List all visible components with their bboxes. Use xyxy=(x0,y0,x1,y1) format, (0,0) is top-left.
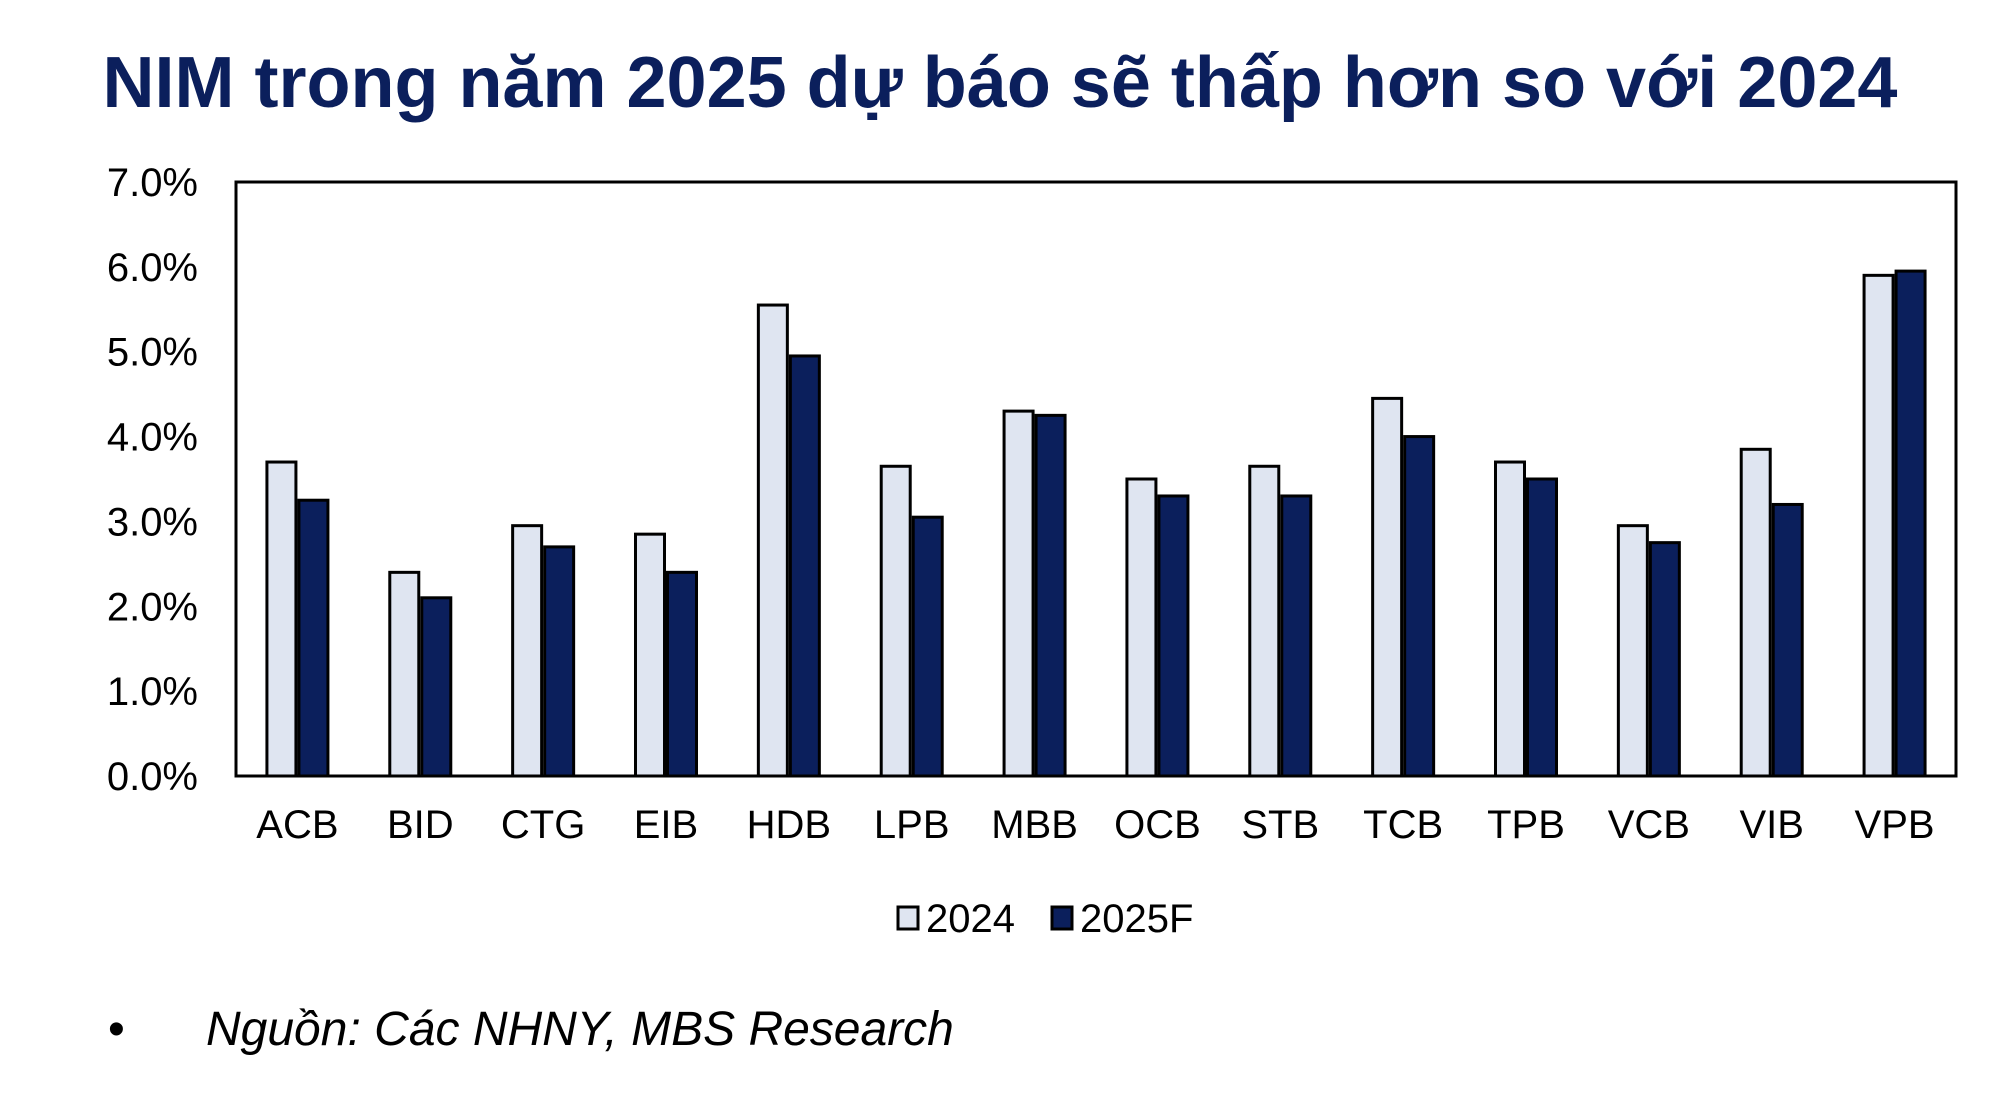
bar-bid-2025f xyxy=(420,596,453,778)
bar-vpb-2024 xyxy=(1862,273,1895,778)
y-tick-label: 4.0% xyxy=(107,416,198,460)
bars xyxy=(236,269,1956,778)
y-tick-label: 7.0% xyxy=(107,161,198,205)
legend: 2024 2025F xyxy=(896,897,1193,941)
bar-lpb-2024 xyxy=(879,464,912,778)
x-tick-label: BID xyxy=(387,803,454,847)
legend-label-2025f: 2025F xyxy=(1080,897,1193,941)
bar-chart: 0.0% 1.0% 2.0% 3.0% 4.0% 5.0% 6.0% 7.0% ACB BID C… xyxy=(107,161,1958,941)
x-tick-label: TCB xyxy=(1363,803,1443,847)
bar-eib-2025f xyxy=(666,570,698,778)
chart-title: NIM trong năm 2025 dự báo sẽ thấp hơn so… xyxy=(102,43,1898,123)
bar-ocb-2025f xyxy=(1157,494,1190,778)
bar-stb-2025f xyxy=(1280,494,1313,778)
source-text: Nguồn: Các NHNY, MBS Research xyxy=(206,1003,954,1056)
x-tick-label: TPB xyxy=(1487,803,1565,847)
x-tick-label: LPB xyxy=(874,803,950,847)
x-tick-label: ACB xyxy=(256,803,338,847)
bar-tpb-2024 xyxy=(1494,460,1526,778)
source-note: • Nguồn: Các NHNY, MBS Research xyxy=(108,1000,954,1060)
bar-mbb-2025f xyxy=(1034,413,1067,778)
bar-vcb-2025f xyxy=(1648,541,1681,778)
y-tick-label: 2.0% xyxy=(107,585,198,629)
y-tick-label: 6.0% xyxy=(107,246,198,290)
legend-swatch-2025f xyxy=(1050,905,1074,931)
x-tick-label: MBB xyxy=(991,803,1078,847)
bar-lpb-2025f xyxy=(911,515,944,778)
x-tick-label: VIB xyxy=(1739,803,1803,847)
bar-ctg-2024 xyxy=(511,524,544,778)
x-tick-label: VPB xyxy=(1855,803,1935,847)
bar-tpb-2025f xyxy=(1526,477,1558,778)
x-tick-label: OCB xyxy=(1114,803,1201,847)
bar-bid-2024 xyxy=(388,570,421,778)
bar-acb-2025f xyxy=(297,498,330,778)
y-tick-label: 3.0% xyxy=(107,500,198,544)
bar-vib-2024 xyxy=(1739,447,1772,778)
bar-hdb-2025f xyxy=(788,354,821,778)
y-tick-label: 1.0% xyxy=(107,670,198,714)
bar-eib-2024 xyxy=(634,532,666,778)
bar-mbb-2024 xyxy=(1002,409,1035,778)
y-tick-label: 0.0% xyxy=(107,755,198,799)
plot-area-frame xyxy=(234,180,1958,778)
x-tick-label: STB xyxy=(1241,803,1319,847)
legend-label-2024: 2024 xyxy=(926,897,1015,941)
x-tick-label: CTG xyxy=(501,803,585,847)
x-tick-label: HDB xyxy=(747,803,831,847)
bar-acb-2024 xyxy=(265,460,298,778)
bar-vcb-2024 xyxy=(1616,524,1649,778)
bar-vib-2025f xyxy=(1771,502,1804,778)
y-tick-label: 5.0% xyxy=(107,331,198,375)
x-tick-label: EIB xyxy=(634,803,698,847)
legend-swatch-2024 xyxy=(896,905,920,931)
x-tick-label: VCB xyxy=(1608,803,1690,847)
bar-ocb-2024 xyxy=(1125,477,1158,778)
bar-vpb-2025f xyxy=(1894,269,1927,778)
bar-ctg-2025f xyxy=(543,545,576,778)
y-axis-ticks: 0.0% 1.0% 2.0% 3.0% 4.0% 5.0% 6.0% 7.0% xyxy=(107,161,198,799)
bar-stb-2024 xyxy=(1248,464,1281,778)
x-axis-ticks: ACB BID CTG EIB HDB LPB MBB OCB STB TCB TPB VCB VIB V… xyxy=(256,803,1934,847)
bar-tcb-2024 xyxy=(1371,396,1404,778)
bar-hdb-2024 xyxy=(756,303,789,778)
bar-tcb-2025f xyxy=(1403,435,1436,778)
source-bullet: • xyxy=(108,1003,125,1056)
